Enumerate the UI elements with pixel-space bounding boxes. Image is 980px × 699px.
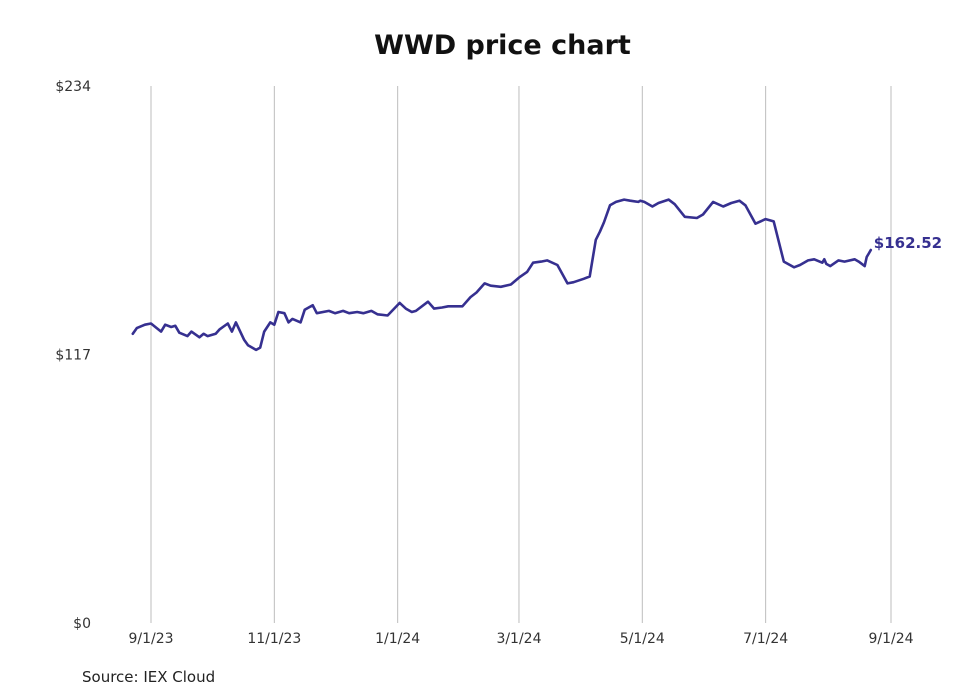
price-line — [131, 198, 873, 352]
y-axis: $0 $117 $234 — [55, 79, 91, 632]
x-tick-label: 9/1/24 — [868, 631, 913, 647]
x-tick-label: 1/1/24 — [375, 631, 420, 647]
x-gridlines — [150, 86, 892, 623]
x-tick-label: 7/1/24 — [743, 631, 788, 647]
x-tick-label: 9/1/23 — [128, 631, 173, 647]
source-note: Source: IEX Cloud — [82, 668, 216, 686]
y-tick-label: $234 — [55, 79, 91, 95]
last-price-label: $162.52 — [874, 234, 942, 252]
y-tick-label: $0 — [73, 616, 91, 632]
x-tick-label: 3/1/24 — [496, 631, 541, 647]
y-tick-label: $117 — [55, 348, 91, 364]
chart-title: WWD price chart — [374, 30, 631, 61]
x-axis: 9/1/23 11/1/23 1/1/24 3/1/24 5/1/24 7/1/24 9/1… — [128, 631, 913, 647]
x-tick-label: 11/1/23 — [247, 631, 301, 647]
x-tick-label: 5/1/24 — [620, 631, 665, 647]
